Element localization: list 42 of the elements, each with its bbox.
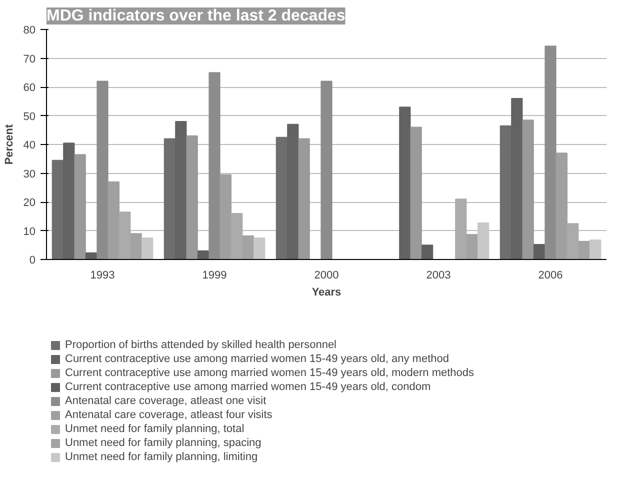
chart-title: MDG indicators over the last 2 decades (46, 8, 346, 24)
bar (320, 80, 332, 260)
y-tick-label: 70 (23, 53, 36, 66)
y-tick-label: 60 (23, 82, 36, 94)
bar (253, 237, 266, 260)
bar (141, 237, 154, 260)
legend-label: Proportion of births attended by skilled health personnel (65, 339, 337, 351)
bar (544, 46, 556, 260)
legend-label: Current contraceptive use among married women 15-49 years old, any method (65, 353, 449, 365)
y-tick-label: 10 (23, 226, 36, 238)
bar (533, 244, 546, 260)
x-tick-label: 2000 (314, 270, 339, 282)
legend-label: Current contraceptive use among married women 15-49 years old, modern methods (65, 367, 474, 379)
y-axis-title: Percent (3, 124, 16, 165)
legend-label: Unmet need for family planning, limiting (65, 451, 258, 463)
bar (522, 120, 534, 260)
x-axis-title: Years (312, 286, 342, 298)
bar (589, 239, 602, 260)
y-tick-label: 0 (29, 254, 36, 266)
legend-label: Current contraceptive use among married women 15-49 years old, condom (65, 381, 431, 393)
legend-label: Unmet need for family planning, spacing (65, 437, 262, 449)
bar (74, 154, 86, 260)
x-tick-label: 1999 (202, 270, 227, 282)
legend-label: Unmet need for family planning, total (65, 423, 244, 435)
y-tick-label: 80 (23, 24, 36, 36)
y-tick-label: 50 (23, 110, 36, 123)
x-tick-label: 2003 (426, 270, 451, 282)
bar (208, 72, 220, 260)
y-tick-label: 20 (23, 197, 36, 209)
legend-label: Antenatal care coverage, atleast four visits (65, 409, 272, 421)
bar (410, 126, 422, 260)
bar (186, 135, 198, 260)
bar (96, 80, 108, 260)
bar (421, 244, 434, 260)
bar (477, 222, 490, 260)
bar (399, 106, 411, 260)
y-tick-label: 40 (23, 140, 36, 152)
x-tick-label: 1993 (90, 270, 115, 282)
y-tick-label: 30 (23, 168, 36, 180)
x-tick-label: 2006 (538, 270, 563, 282)
legend-label: Antenatal care coverage, atleast one visit (65, 395, 266, 407)
bar (298, 138, 310, 260)
